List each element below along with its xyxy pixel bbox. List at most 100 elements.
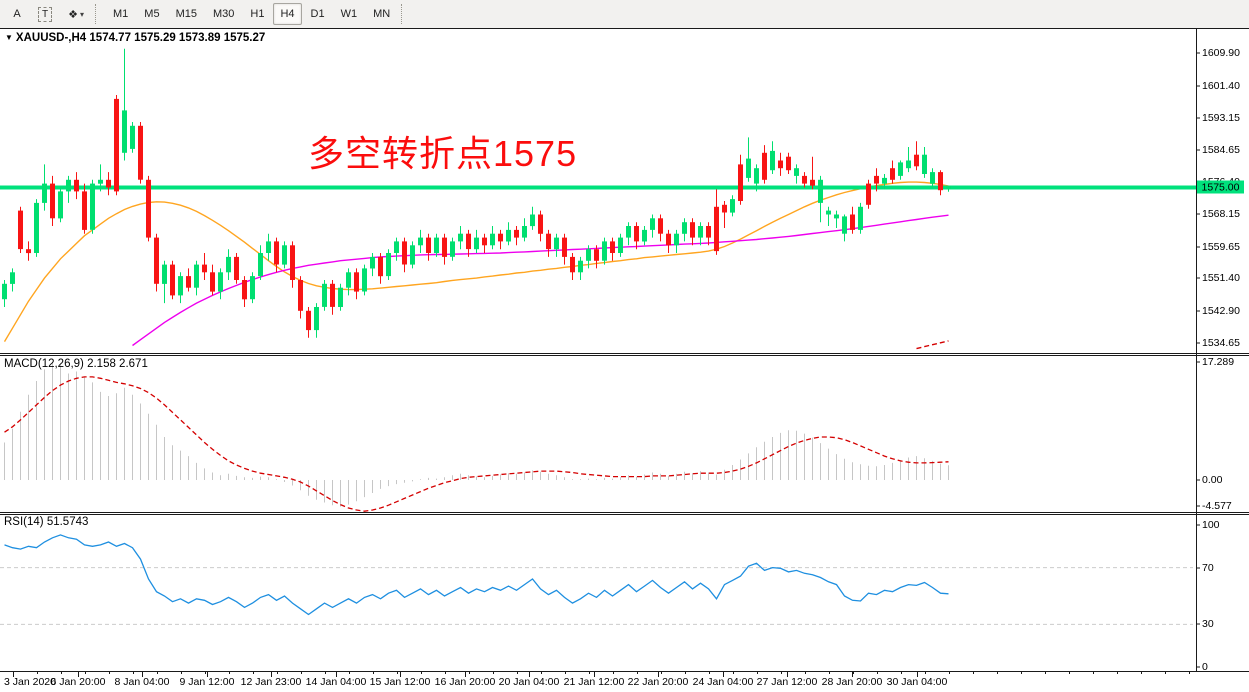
price-axis-label-tick <box>1196 149 1200 151</box>
price-axis-label-tick <box>1196 277 1200 279</box>
rsi-axis-label: 0 <box>1202 661 1208 673</box>
candle-body <box>602 241 607 261</box>
candle-body <box>698 226 703 238</box>
time-axis-minor-tick <box>1117 672 1118 674</box>
timeframe-button-d1[interactable]: D1 <box>304 3 332 25</box>
time-axis-tick <box>336 672 337 677</box>
time-axis-minor-tick <box>637 672 638 674</box>
time-axis-label: 20 Jan 04:00 <box>498 676 560 688</box>
ma-slow-magenta <box>132 214 949 347</box>
time-axis-tick <box>271 672 272 677</box>
main-chart-pane[interactable]: ▼ XAUUSD-,H4 1574.77 1575.29 1573.89 1575… <box>0 29 1196 353</box>
time-axis-tick <box>529 672 530 677</box>
time-axis-tick <box>723 672 724 677</box>
time-axis-label: 27 Jan 12:00 <box>756 676 818 688</box>
macd-axis-label-tick <box>1196 505 1200 507</box>
candle-body <box>746 158 751 178</box>
time-axis-minor-tick <box>709 672 710 674</box>
candle-body <box>762 152 767 180</box>
time-axis-minor-tick <box>229 672 230 674</box>
candle-body <box>610 241 615 253</box>
price-axis-label-tick <box>1196 246 1200 248</box>
rsi-pane[interactable]: RSI(14) 51.5743 <box>0 514 1196 671</box>
time-axis-label: 30 Jan 04:00 <box>886 676 948 688</box>
time-axis-label: 3 Jan 2020 <box>4 676 56 688</box>
candle-body <box>850 214 855 230</box>
candle-body <box>218 272 223 292</box>
candle-body <box>314 307 319 331</box>
candle-body <box>442 237 447 257</box>
candle-body <box>706 226 711 238</box>
candle-body <box>898 162 903 176</box>
chart-annotation-text[interactable]: 多空转折点1575 <box>308 133 578 174</box>
time-axis-label: 24 Jan 04:00 <box>692 676 754 688</box>
macd-axis-label: 0.00 <box>1202 473 1223 486</box>
timeframe-button-h1[interactable]: H1 <box>243 3 271 25</box>
candle-body <box>426 237 431 253</box>
price-axis-label: 1593.15 <box>1202 111 1240 124</box>
rsi-axis-label-tick <box>1196 623 1200 625</box>
candle-body <box>266 241 271 253</box>
text-label-tool-button[interactable]: T <box>31 3 59 25</box>
timeframe-button-m1[interactable]: M1 <box>106 3 135 25</box>
price-axis-label-tick <box>1196 117 1200 119</box>
candle-body <box>434 237 439 253</box>
candle-body <box>90 183 95 230</box>
time-axis-label: 9 Jan 12:00 <box>179 676 235 688</box>
candle-body <box>146 179 151 238</box>
candle-body <box>226 256 231 273</box>
candle-body <box>922 154 927 174</box>
candle-body <box>682 222 687 234</box>
time-axis-minor-tick <box>373 672 374 674</box>
candle-body <box>738 164 743 201</box>
candle-body <box>210 272 215 292</box>
candle-body <box>754 168 759 184</box>
candle-body <box>514 229 519 238</box>
time-axis-minor-tick <box>685 672 686 674</box>
pane-divider <box>0 512 1249 513</box>
pointer-tool-button[interactable]: A <box>5 3 29 25</box>
macd-pane[interactable]: MACD(12,26,9) 2.158 2.671 <box>0 356 1196 512</box>
time-axis-minor-tick <box>61 672 62 674</box>
timeframe-button-h4[interactable]: H4 <box>273 3 302 25</box>
time-axis-minor-tick <box>565 672 566 674</box>
candle-body <box>482 237 487 246</box>
timeframe-button-m5[interactable]: M5 <box>137 3 166 25</box>
timeframe-button-w1[interactable]: W1 <box>334 3 365 25</box>
candle-body <box>938 172 943 191</box>
time-axis-minor-tick <box>757 672 758 674</box>
candle-body <box>730 199 735 213</box>
time-axis-minor-tick <box>349 672 350 674</box>
candle-body <box>498 233 503 242</box>
time-axis-minor-tick <box>829 672 830 674</box>
chevron-down-icon: ▾ <box>79 9 84 19</box>
horizontal-price-line[interactable] <box>0 185 1196 190</box>
timeframe-button-m15[interactable]: M15 <box>169 3 204 25</box>
pane-divider <box>0 353 1249 354</box>
candle-body <box>642 229 647 242</box>
time-axis-minor-tick <box>925 672 926 674</box>
price-scale[interactable]: 1609.901601.401593.151584.651576.401568.… <box>1196 0 1249 692</box>
candle-body <box>354 272 359 292</box>
candle-body <box>338 287 343 307</box>
candle-body <box>786 156 791 171</box>
candle-body <box>874 175 879 184</box>
candle-body <box>914 154 919 167</box>
time-scale[interactable]: 3 Jan 2020 6 Jan 20:00 8 Jan 04:00 9 Jan 12… <box>0 672 1249 692</box>
candle-body <box>106 179 111 188</box>
time-axis-minor-tick <box>661 672 662 674</box>
time-axis-label: 16 Jan 20:00 <box>434 676 496 688</box>
time-axis-label: 12 Jan 23:00 <box>240 676 302 688</box>
candle-body <box>298 280 303 311</box>
drawing-tools-button[interactable]: ❖ ▾ <box>61 3 91 25</box>
ma-long-red-dashed <box>916 340 949 350</box>
candle-body <box>666 233 671 246</box>
time-axis-minor-tick <box>853 672 854 674</box>
candle-body <box>658 218 663 234</box>
time-axis-minor-tick <box>997 672 998 674</box>
macd-signal-line <box>4 376 949 512</box>
time-axis-minor-tick <box>877 672 878 674</box>
timeframe-button-mn[interactable]: MN <box>366 3 397 25</box>
timeframe-button-m30[interactable]: M30 <box>206 3 241 25</box>
time-axis-minor-tick <box>733 672 734 674</box>
